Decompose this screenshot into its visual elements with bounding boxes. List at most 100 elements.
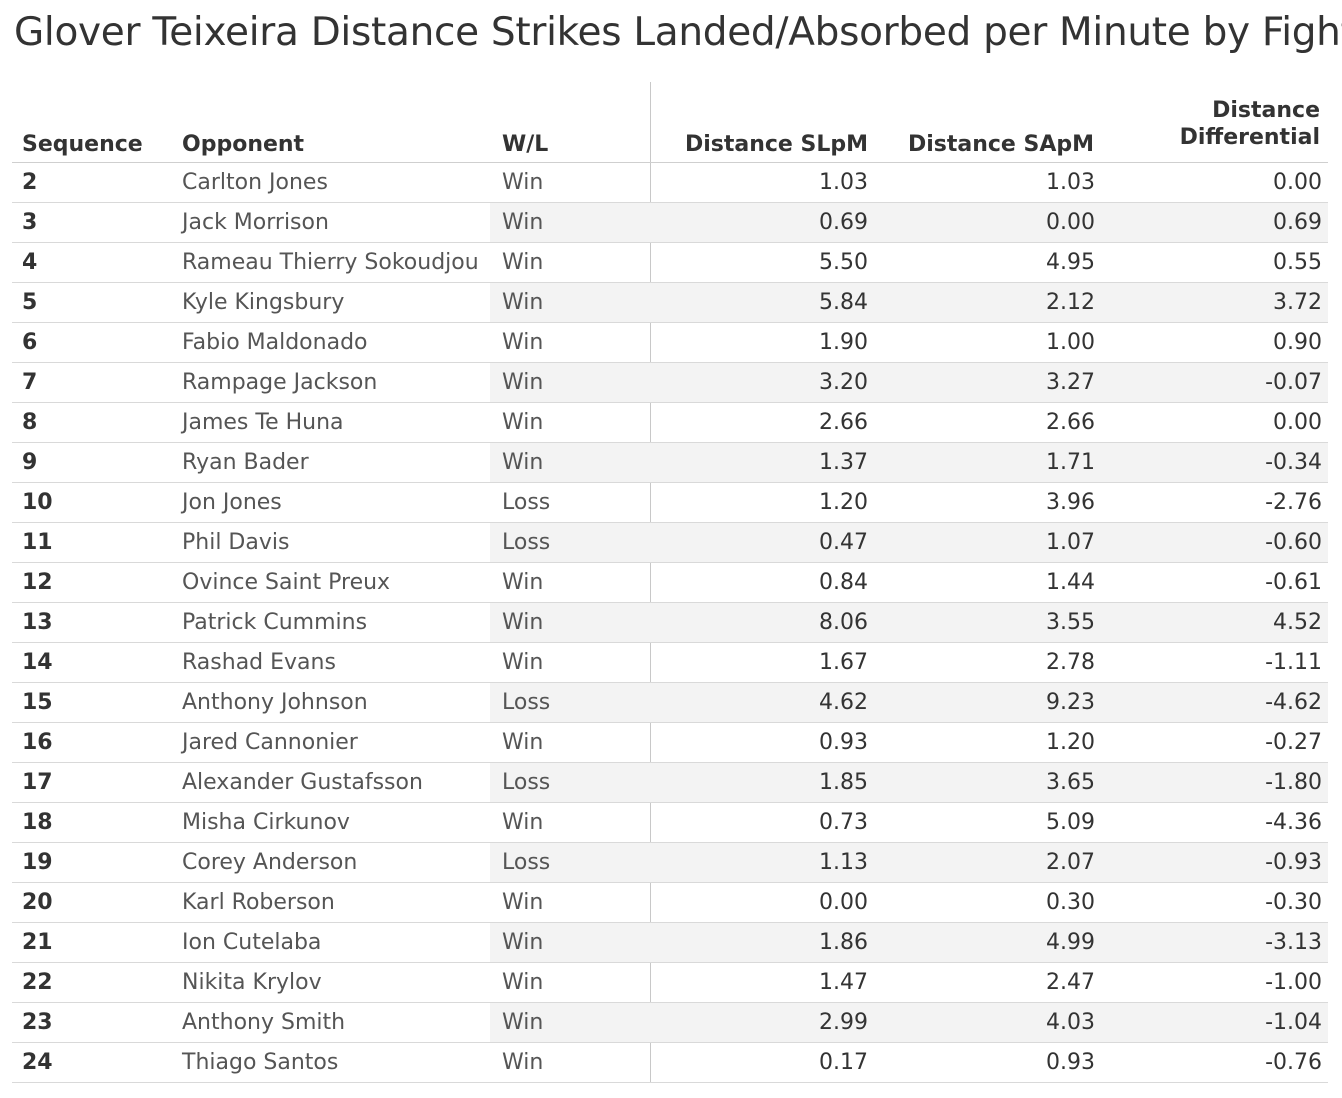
sapm-cell: 1.03 xyxy=(1046,170,1095,195)
differential-cell: -0.27 xyxy=(1265,730,1322,755)
sapm-cell: 1.20 xyxy=(1046,730,1095,755)
result-cell: Win xyxy=(502,170,544,195)
slpm-cell: 1.90 xyxy=(819,330,868,355)
result-cell: Win xyxy=(502,250,544,275)
sapm-cell: 4.03 xyxy=(1046,1010,1095,1035)
result-cell: Win xyxy=(502,810,544,835)
sequence-cell: 19 xyxy=(22,850,53,875)
sequence-cell: 4 xyxy=(22,250,38,275)
table-row: 5 Kyle Kingsbury Win 5.84 2.12 3.72 xyxy=(12,283,1328,323)
differential-cell: -0.93 xyxy=(1265,850,1322,875)
sapm-cell: 1.07 xyxy=(1046,530,1095,555)
table-row: 2 Carlton Jones Win 1.03 1.03 0.00 xyxy=(12,163,1328,203)
slpm-cell: 0.93 xyxy=(819,730,868,755)
differential-cell: 3.72 xyxy=(1273,290,1322,315)
table-row: 20 Karl Roberson Win 0.00 0.30 -0.30 xyxy=(12,883,1328,923)
opponent-cell: Anthony Johnson xyxy=(182,690,368,715)
row-band xyxy=(490,523,1328,562)
sequence-cell: 2 xyxy=(22,170,38,195)
sapm-cell: 2.47 xyxy=(1046,970,1095,995)
sapm-cell: 5.09 xyxy=(1046,810,1095,835)
differential-cell: 4.52 xyxy=(1273,610,1322,635)
sequence-cell: 20 xyxy=(22,890,53,915)
result-cell: Win xyxy=(502,210,544,235)
opponent-cell: Kyle Kingsbury xyxy=(182,290,345,315)
sapm-cell: 2.07 xyxy=(1046,850,1095,875)
slpm-cell: 8.06 xyxy=(819,610,868,635)
opponent-cell: Rampage Jackson xyxy=(182,370,378,395)
row-band xyxy=(490,283,1328,322)
result-cell: Loss xyxy=(502,530,551,555)
sapm-cell: 2.12 xyxy=(1046,290,1095,315)
sapm-cell: 0.30 xyxy=(1046,890,1095,915)
slpm-cell: 0.69 xyxy=(819,210,868,235)
differential-cell: -0.07 xyxy=(1265,370,1322,395)
table-row: 16 Jared Cannonier Win 0.93 1.20 -0.27 xyxy=(12,723,1328,763)
sequence-cell: 3 xyxy=(22,210,38,235)
sequence-cell: 6 xyxy=(22,330,38,355)
header-differential: Distance Differential xyxy=(1180,98,1320,150)
row-band xyxy=(490,443,1328,482)
column-divider xyxy=(650,82,651,1082)
sapm-cell: 2.66 xyxy=(1046,410,1095,435)
opponent-cell: Anthony Smith xyxy=(182,1010,346,1035)
sequence-cell: 15 xyxy=(22,690,53,715)
sequence-cell: 9 xyxy=(22,450,38,475)
row-band xyxy=(490,203,1328,242)
sapm-cell: 4.99 xyxy=(1046,930,1095,955)
row-band xyxy=(490,363,1328,402)
sapm-cell: 3.96 xyxy=(1046,490,1095,515)
header-wl: W/L xyxy=(502,132,549,157)
result-cell: Win xyxy=(502,570,544,595)
opponent-cell: Phil Davis xyxy=(182,530,290,555)
opponent-cell: Fabio Maldonado xyxy=(182,330,368,355)
header-slpm: Distance SLpM xyxy=(684,132,868,157)
slpm-cell: 5.84 xyxy=(819,290,868,315)
result-cell: Win xyxy=(502,890,544,915)
sequence-cell: 8 xyxy=(22,410,38,435)
slpm-cell: 1.37 xyxy=(819,450,868,475)
header-divider xyxy=(12,162,1328,163)
opponent-cell: Ryan Bader xyxy=(182,450,309,475)
table-row: 14 Rashad Evans Win 1.67 2.78 -1.11 xyxy=(12,643,1328,683)
table-row: 9 Ryan Bader Win 1.37 1.71 -0.34 xyxy=(12,443,1328,483)
table-row: 4 Rameau Thierry Sokoudjou Win 5.50 4.95 0.55 xyxy=(12,243,1328,283)
slpm-cell: 1.67 xyxy=(819,650,868,675)
sapm-cell: 3.65 xyxy=(1046,770,1095,795)
slpm-cell: 0.17 xyxy=(819,1050,868,1075)
opponent-cell: Rashad Evans xyxy=(182,650,336,675)
opponent-cell: Misha Cirkunov xyxy=(182,810,350,835)
differential-cell: -4.36 xyxy=(1265,810,1322,835)
slpm-cell: 3.20 xyxy=(819,370,868,395)
sequence-cell: 14 xyxy=(22,650,53,675)
sequence-cell: 22 xyxy=(22,970,53,995)
sequence-cell: 18 xyxy=(22,810,53,835)
differential-cell: 0.55 xyxy=(1273,250,1322,275)
sapm-cell: 0.00 xyxy=(1046,210,1095,235)
sapm-cell: 0.93 xyxy=(1046,1050,1095,1075)
opponent-cell: Patrick Cummins xyxy=(182,610,368,635)
result-cell: Win xyxy=(502,370,544,395)
differential-cell: 0.90 xyxy=(1273,330,1322,355)
differential-cell: 0.69 xyxy=(1273,210,1322,235)
row-band xyxy=(490,603,1328,642)
differential-cell: -2.76 xyxy=(1265,490,1322,515)
differential-cell: 0.00 xyxy=(1273,410,1322,435)
table-row: 18 Misha Cirkunov Win 0.73 5.09 -4.36 xyxy=(12,803,1328,843)
opponent-cell: Jack Morrison xyxy=(182,210,329,235)
table-row: 17 Alexander Gustafsson Loss 1.85 3.65 -1.80 xyxy=(12,763,1328,803)
row-band xyxy=(490,763,1328,802)
result-cell: Loss xyxy=(502,770,551,795)
result-cell: Win xyxy=(502,730,544,755)
differential-cell: -1.00 xyxy=(1265,970,1322,995)
sapm-cell: 4.95 xyxy=(1046,250,1095,275)
table-row: 23 Anthony Smith Win 2.99 4.03 -1.04 xyxy=(12,1003,1328,1043)
header-sapm: Distance SApM xyxy=(907,132,1094,157)
differential-cell: 0.00 xyxy=(1273,170,1322,195)
sequence-cell: 5 xyxy=(22,290,38,315)
table-row: 24 Thiago Santos Win 0.17 0.93 -0.76 xyxy=(12,1043,1328,1083)
result-cell: Win xyxy=(502,610,544,635)
row-band xyxy=(490,1003,1328,1042)
slpm-cell: 2.66 xyxy=(819,410,868,435)
result-cell: Win xyxy=(502,410,544,435)
